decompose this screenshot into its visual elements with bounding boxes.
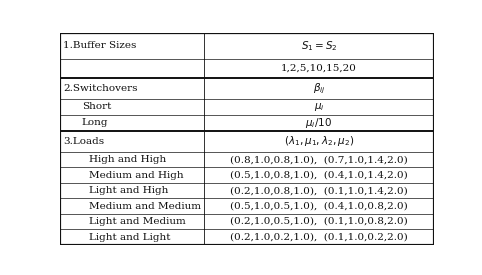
Text: Medium and Medium: Medium and Medium (89, 202, 201, 211)
Text: 1,2,5,10,15,20: 1,2,5,10,15,20 (281, 64, 357, 73)
Text: High and High: High and High (89, 155, 167, 164)
Text: $\mu_i/10$: $\mu_i/10$ (306, 116, 333, 130)
Text: Long: Long (82, 118, 108, 127)
Text: (0.8,1.0,0.8,1.0),  (0.7,1.0,1.4,2.0): (0.8,1.0,0.8,1.0), (0.7,1.0,1.4,2.0) (230, 155, 408, 164)
Text: (0.2,1.0,0.5,1.0),  (0.1,1.0,0.8,2.0): (0.2,1.0,0.5,1.0), (0.1,1.0,0.8,2.0) (230, 217, 408, 226)
Text: $S_1 = S_2$: $S_1 = S_2$ (301, 39, 337, 53)
Text: (0.5,1.0,0.5,1.0),  (0.4,1.0,0.8,2.0): (0.5,1.0,0.5,1.0), (0.4,1.0,0.8,2.0) (230, 202, 408, 211)
Text: Medium and High: Medium and High (89, 170, 184, 180)
Text: Short: Short (82, 102, 111, 111)
Text: 3.Loads: 3.Loads (63, 137, 105, 146)
Text: (0.5,1.0,0.8,1.0),  (0.4,1.0,1.4,2.0): (0.5,1.0,0.8,1.0), (0.4,1.0,1.4,2.0) (230, 170, 408, 180)
Text: Light and High: Light and High (89, 186, 169, 195)
Text: (0.2,1.0,0.8,1.0),  (0.1,1.0,1.4,2.0): (0.2,1.0,0.8,1.0), (0.1,1.0,1.4,2.0) (230, 186, 408, 195)
Text: Light and Light: Light and Light (89, 232, 171, 241)
Text: $\mu_i$: $\mu_i$ (314, 101, 324, 113)
Text: 2.Switchovers: 2.Switchovers (63, 84, 138, 93)
Text: $(\lambda_1, \mu_1, \lambda_2, \mu_2)$: $(\lambda_1, \mu_1, \lambda_2, \mu_2)$ (284, 134, 354, 148)
Text: $\beta_{ij}$: $\beta_{ij}$ (313, 81, 325, 96)
Text: Light and Medium: Light and Medium (89, 217, 186, 226)
Text: 1.Buffer Sizes: 1.Buffer Sizes (63, 41, 136, 50)
Text: (0.2,1.0,0.2,1.0),  (0.1,1.0,0.2,2.0): (0.2,1.0,0.2,1.0), (0.1,1.0,0.2,2.0) (230, 232, 408, 241)
